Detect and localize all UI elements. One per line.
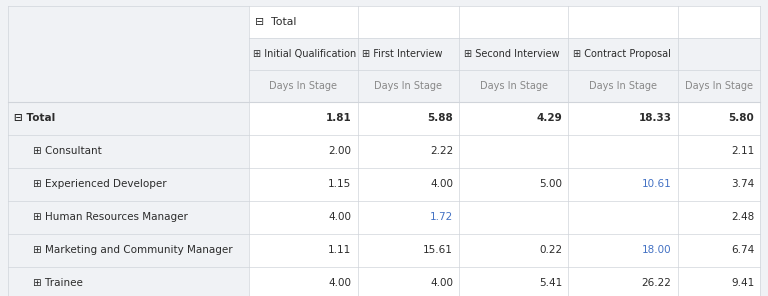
Text: 1.15: 1.15: [328, 179, 352, 189]
Bar: [8, 102, 249, 135]
Bar: [8, 135, 249, 168]
Text: 0.22: 0.22: [539, 245, 562, 255]
Text: ⊞ Experienced Developer: ⊞ Experienced Developer: [33, 179, 167, 189]
Text: ⊞ First Interview: ⊞ First Interview: [362, 49, 443, 59]
Text: 1.81: 1.81: [326, 113, 352, 123]
Text: 18.00: 18.00: [642, 245, 671, 255]
Text: 4.00: 4.00: [430, 179, 453, 189]
Text: ⊟  Total: ⊟ Total: [255, 17, 296, 27]
Text: 4.29: 4.29: [537, 113, 562, 123]
Text: Days In Stage: Days In Stage: [375, 81, 442, 91]
Text: ⊞ Marketing and Community Manager: ⊞ Marketing and Community Manager: [33, 245, 233, 255]
Text: 2.22: 2.22: [430, 147, 453, 156]
Bar: [249, 6, 760, 38]
Text: ⊞ Consultant: ⊞ Consultant: [33, 147, 102, 156]
Text: 9.41: 9.41: [731, 278, 754, 288]
Text: 15.61: 15.61: [423, 245, 453, 255]
Text: ⊞ Trainee: ⊞ Trainee: [33, 278, 83, 288]
Text: ⊞ Second Interview: ⊞ Second Interview: [464, 49, 560, 59]
Text: 5.00: 5.00: [539, 179, 562, 189]
Text: 4.00: 4.00: [430, 278, 453, 288]
Bar: [8, 234, 249, 267]
Text: Days In Stage: Days In Stage: [480, 81, 548, 91]
Text: 3.74: 3.74: [731, 179, 754, 189]
Text: ⊞ Contract Proposal: ⊞ Contract Proposal: [573, 49, 671, 59]
Text: 5.80: 5.80: [728, 113, 754, 123]
Text: Days In Stage: Days In Stage: [269, 81, 337, 91]
Text: 2.11: 2.11: [731, 147, 754, 156]
Text: 4.00: 4.00: [329, 278, 352, 288]
Text: 18.33: 18.33: [638, 113, 671, 123]
Text: 5.88: 5.88: [427, 113, 453, 123]
Text: 2.48: 2.48: [731, 212, 754, 222]
Text: 1.72: 1.72: [430, 212, 453, 222]
Text: 6.74: 6.74: [731, 245, 754, 255]
Text: 26.22: 26.22: [641, 278, 671, 288]
Bar: [8, 201, 249, 234]
Bar: [8, 168, 249, 201]
Bar: [8, 6, 249, 38]
Bar: [249, 6, 677, 38]
Text: Days In Stage: Days In Stage: [589, 81, 657, 91]
Text: ⊟ Total: ⊟ Total: [14, 113, 55, 123]
Text: ⊞ Human Resources Manager: ⊞ Human Resources Manager: [33, 212, 188, 222]
Bar: [8, 267, 249, 296]
Text: 10.61: 10.61: [641, 179, 671, 189]
Text: Days In Stage: Days In Stage: [685, 81, 753, 91]
Text: 5.41: 5.41: [539, 278, 562, 288]
Text: 2.00: 2.00: [329, 147, 352, 156]
Text: 1.11: 1.11: [328, 245, 352, 255]
Bar: [249, 102, 760, 296]
Bar: [8, 6, 249, 296]
Text: 4.00: 4.00: [329, 212, 352, 222]
Text: ⊞ Initial Qualification: ⊞ Initial Qualification: [253, 49, 356, 59]
